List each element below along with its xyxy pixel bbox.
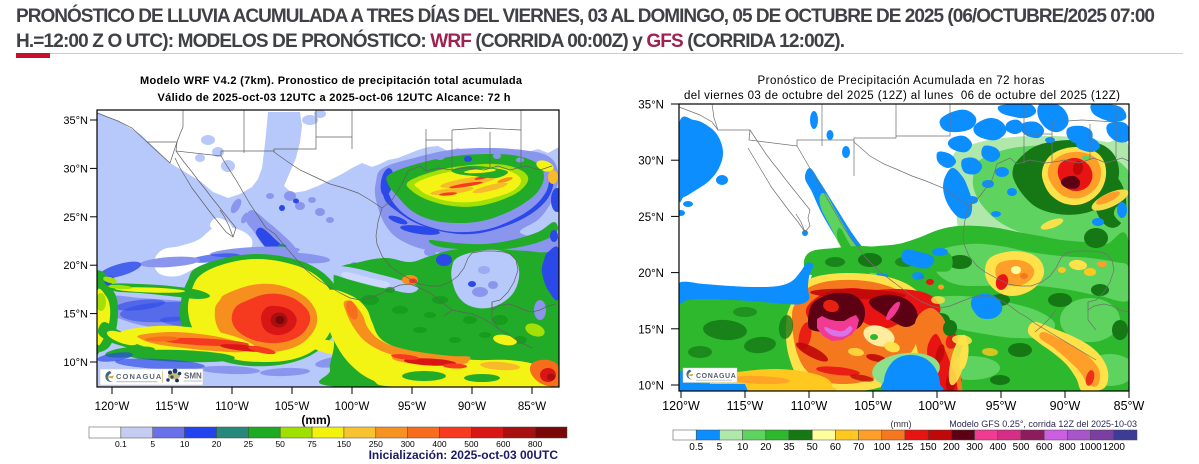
svg-text:100°W: 100°W (918, 399, 956, 413)
svg-text:35°N: 35°N (638, 100, 664, 112)
svg-text:50: 50 (275, 439, 285, 449)
svg-text:CONAGUA: CONAGUA (696, 373, 736, 380)
svg-text:Inicialización: 2025-oct-03 00: Inicialización: 2025-oct-03 00UTC (369, 448, 559, 462)
svg-text:Modelo GFS 0.25°, corrida 12Z: Modelo GFS 0.25°, corrida 12Z del 2025-1… (949, 419, 1137, 429)
svg-text:30°N: 30°N (638, 156, 664, 168)
svg-text:100: 100 (873, 442, 890, 453)
svg-text:10: 10 (180, 439, 190, 449)
svg-text:70: 70 (853, 442, 865, 453)
svg-text:10: 10 (737, 442, 749, 453)
svg-text:250: 250 (369, 439, 383, 449)
svg-text:85°W: 85°W (518, 401, 546, 413)
svg-text:300: 300 (401, 439, 415, 449)
svg-text:del viernes 03 de octubre del: del viernes 03 de octubre del 2025 (12Z)… (684, 90, 1120, 102)
svg-text:CONAGUA: CONAGUA (116, 372, 162, 381)
svg-text:20: 20 (760, 442, 772, 453)
svg-text:20°N: 20°N (638, 268, 664, 280)
svg-text:125: 125 (897, 442, 914, 453)
svg-text:15°N: 15°N (63, 309, 88, 321)
svg-text:35°N: 35°N (63, 115, 88, 127)
svg-text:25°N: 25°N (638, 212, 664, 224)
svg-text:5: 5 (150, 439, 155, 449)
svg-text:400: 400 (989, 442, 1006, 453)
svg-text:95°W: 95°W (986, 399, 1017, 413)
svg-text:500: 500 (464, 439, 478, 449)
svg-text:110°W: 110°W (215, 401, 249, 413)
svg-text:60: 60 (830, 442, 842, 453)
svg-text:300: 300 (966, 442, 983, 453)
svg-text:150: 150 (337, 439, 351, 449)
svg-text:0.5: 0.5 (689, 442, 703, 453)
svg-text:H.=12:00 Z O UTC): MODELOS DE: H.=12:00 Z O UTC): MODELOS DE PRONÓSTICO… (16, 30, 845, 52)
svg-text:SMN: SMN (184, 372, 202, 381)
svg-text:95°W: 95°W (398, 401, 426, 413)
svg-text:50: 50 (807, 442, 819, 453)
svg-text:15°N: 15°N (638, 324, 664, 336)
svg-text:25: 25 (244, 439, 254, 449)
svg-text:100°W: 100°W (335, 401, 370, 413)
svg-text:1000: 1000 (1079, 442, 1102, 453)
svg-text:(mm): (mm) (891, 419, 912, 429)
svg-text:120°W: 120°W (95, 401, 130, 413)
svg-text:115°W: 115°W (155, 401, 189, 413)
svg-text:20°N: 20°N (63, 260, 88, 272)
svg-text:30°N: 30°N (63, 163, 88, 175)
svg-text:85°W: 85°W (1114, 399, 1145, 413)
svg-text:200: 200 (943, 442, 960, 453)
svg-text:600: 600 (1036, 442, 1053, 453)
svg-text:110°W: 110°W (791, 399, 828, 413)
svg-text:35: 35 (783, 442, 795, 453)
svg-text:75: 75 (307, 439, 317, 449)
svg-text:10°N: 10°N (63, 357, 88, 369)
svg-text:400: 400 (432, 439, 446, 449)
svg-text:Pronóstico de Precipitación Ac: Pronóstico de Precipitación Acumulada en… (758, 75, 1045, 87)
svg-text:800: 800 (528, 439, 542, 449)
svg-text:600: 600 (496, 439, 510, 449)
svg-text:105°W: 105°W (854, 399, 892, 413)
svg-text:Modelo WRF V4.2 (7km). Pronost: Modelo WRF V4.2 (7km). Pronostico de pre… (140, 75, 523, 87)
svg-text:120°W: 120°W (662, 399, 700, 413)
svg-text:PRONÓSTICO DE LLUVIA ACUMULADA: PRONÓSTICO DE LLUVIA ACUMULADA A TRES DÍ… (16, 5, 1155, 27)
svg-text:10°N: 10°N (638, 381, 664, 393)
svg-text:Válido de 2025-oct-03 12UTC a: Válido de 2025-oct-03 12UTC a 2025-oct-0… (158, 92, 511, 104)
svg-text:115°W: 115°W (727, 399, 764, 413)
svg-text:90°W: 90°W (1050, 399, 1081, 413)
svg-text:150: 150 (920, 442, 937, 453)
svg-text:(mm): (mm) (301, 413, 330, 427)
svg-text:800: 800 (1059, 442, 1076, 453)
svg-text:0.1: 0.1 (115, 439, 127, 449)
svg-text:1200: 1200 (1103, 442, 1126, 453)
svg-text:500: 500 (1013, 442, 1030, 453)
svg-text:20: 20 (212, 439, 222, 449)
svg-text:105°W: 105°W (275, 401, 310, 413)
svg-text:25°N: 25°N (63, 212, 88, 224)
svg-text:5: 5 (717, 442, 723, 453)
svg-text:90°W: 90°W (458, 401, 486, 413)
